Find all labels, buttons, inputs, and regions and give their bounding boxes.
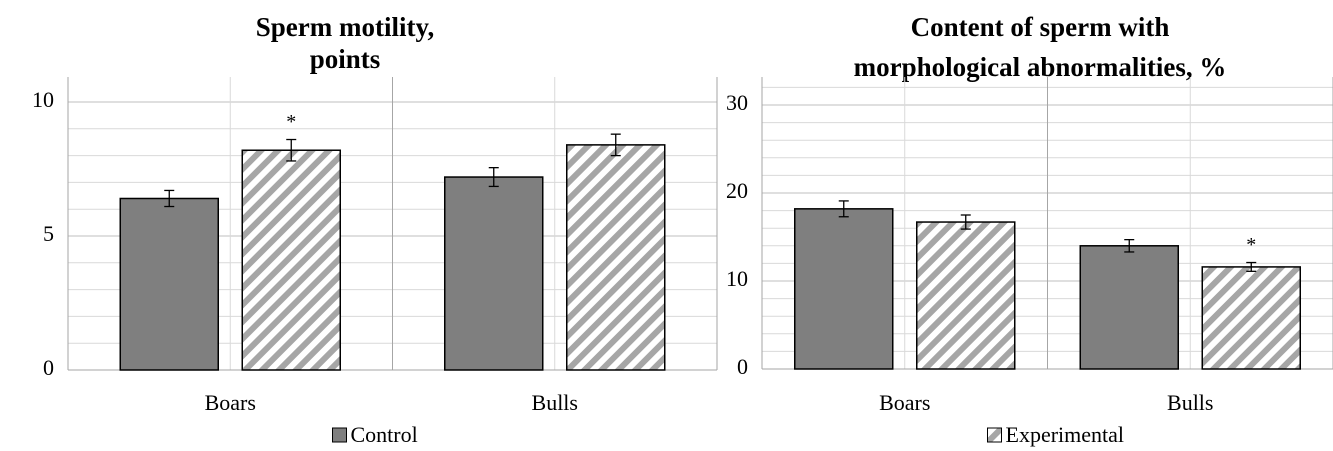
- chart-title: morphological abnormalities, %: [854, 52, 1227, 82]
- bar: [916, 221, 1016, 370]
- error-bar: [1124, 238, 1135, 253]
- legend-swatch: [987, 427, 1002, 443]
- legend-label: Control: [351, 422, 418, 447]
- y-tick-label: 10: [32, 87, 54, 112]
- x-tick-label: Boars: [205, 390, 256, 415]
- bar: [1079, 245, 1179, 370]
- bar: [1201, 266, 1301, 370]
- error-bar: [960, 214, 971, 230]
- error-bar: [838, 200, 849, 218]
- y-tick-label: 5: [43, 221, 54, 246]
- x-tick-label: Boars: [879, 390, 930, 415]
- chart-title: points: [310, 44, 381, 74]
- error-bar: [286, 138, 297, 162]
- y-tick-label: 20: [726, 178, 748, 203]
- chart-title: Content of sperm with: [911, 12, 1170, 42]
- y-tick-label: 30: [726, 90, 748, 115]
- error-bar: [1246, 261, 1257, 272]
- bar: [119, 197, 219, 371]
- error-bar: [488, 167, 499, 188]
- error-bar: [610, 133, 621, 157]
- bar: [566, 144, 666, 371]
- bar: [794, 208, 894, 370]
- significance-mark: *: [1246, 234, 1256, 256]
- legend-label: Experimental: [1006, 422, 1125, 447]
- y-tick-label: 10: [726, 266, 748, 291]
- bar: [444, 176, 544, 371]
- chart-title: Sperm motility,: [256, 12, 434, 42]
- error-bar: [164, 189, 175, 208]
- y-tick-label: 0: [43, 355, 54, 380]
- x-tick-label: Bulls: [1167, 390, 1213, 415]
- y-tick-label: 0: [737, 354, 748, 379]
- significance-mark: *: [286, 111, 296, 133]
- x-tick-label: Bulls: [532, 390, 578, 415]
- bar: [241, 149, 341, 371]
- legend-swatch: [332, 427, 347, 443]
